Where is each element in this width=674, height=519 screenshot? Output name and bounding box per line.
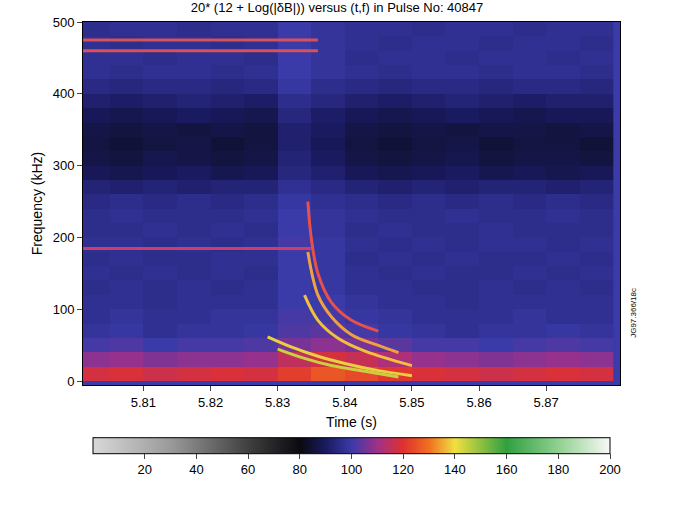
svg-text:500: 500	[53, 15, 75, 30]
svg-text:120: 120	[392, 462, 414, 477]
svg-text:140: 140	[444, 462, 466, 477]
svg-text:80: 80	[293, 462, 307, 477]
svg-text:5.86: 5.86	[466, 395, 491, 410]
svg-text:Frequency (kHz): Frequency (kHz)	[29, 152, 45, 255]
svg-text:0: 0	[67, 374, 74, 389]
svg-text:160: 160	[496, 462, 518, 477]
svg-text:400: 400	[53, 86, 75, 101]
svg-text:200: 200	[599, 462, 621, 477]
svg-text:5.82: 5.82	[198, 395, 223, 410]
svg-text:180: 180	[547, 462, 569, 477]
svg-text:100: 100	[341, 462, 363, 477]
svg-text:20: 20	[137, 462, 151, 477]
svg-text:100: 100	[53, 302, 75, 317]
svg-text:5.83: 5.83	[265, 395, 290, 410]
svg-text:5.81: 5.81	[131, 395, 156, 410]
svg-text:200: 200	[53, 230, 75, 245]
svg-text:5.84: 5.84	[332, 395, 357, 410]
svg-text:JG97.366/18c: JG97.366/18c	[629, 288, 638, 338]
svg-text:5.87: 5.87	[534, 395, 559, 410]
svg-text:5.85: 5.85	[399, 395, 424, 410]
svg-text:20* (12 + Log(|δB|)) versus (t: 20* (12 + Log(|δB|)) versus (t,f) in Pul…	[191, 0, 484, 15]
svg-text:40: 40	[189, 462, 203, 477]
svg-text:60: 60	[241, 462, 255, 477]
svg-text:300: 300	[53, 158, 75, 173]
svg-text:Time (s): Time (s)	[326, 414, 377, 430]
